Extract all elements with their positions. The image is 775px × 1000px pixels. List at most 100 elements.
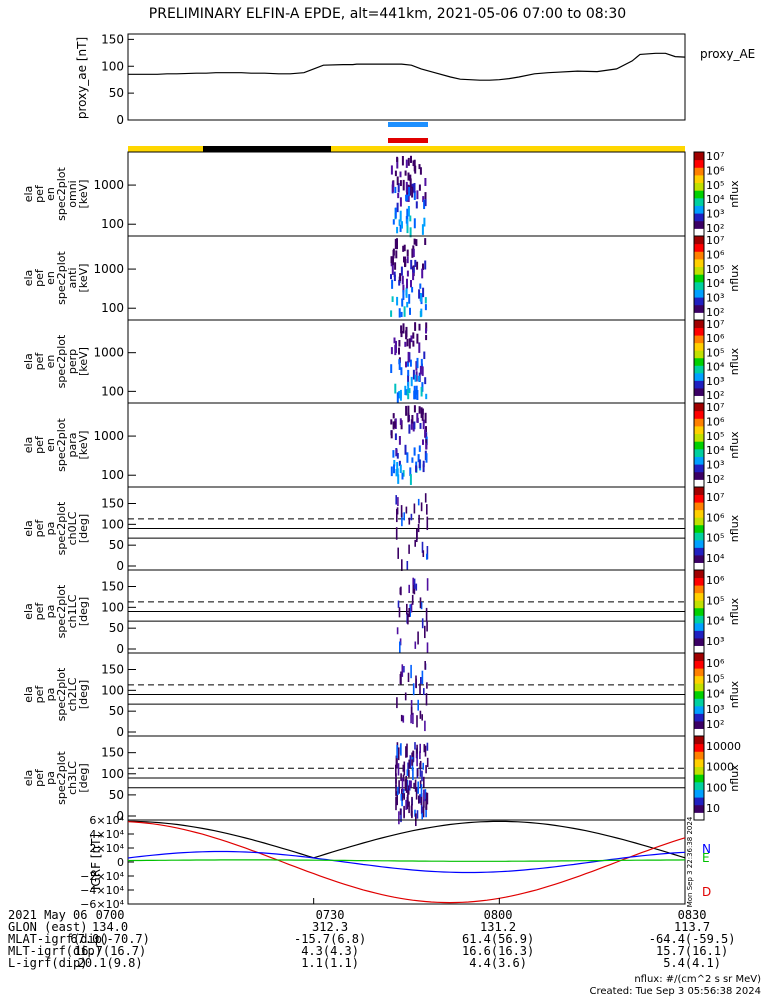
flux-pixel [401, 664, 404, 677]
flux-pixel [394, 207, 397, 219]
flux-pixel [405, 159, 408, 168]
pitch-panel-ch3LC-ylabel-line: spec2plot [55, 751, 68, 805]
flux-pixel [399, 180, 402, 187]
pitch-panel-ch3LC-ylabel-line: ch3LC [66, 761, 79, 795]
igrf-ylabel: IGRF [nT] [89, 834, 103, 890]
flux-pixel [419, 710, 422, 719]
igrf-tick-label: −6×10⁴ [80, 898, 124, 911]
flux-pixel [421, 714, 423, 721]
flux-pixel [401, 778, 404, 792]
flux-pixel [413, 190, 416, 200]
flux-pixel [401, 793, 404, 801]
colorbar-band [694, 585, 704, 594]
flux-pixel [408, 584, 410, 594]
flux-pixel [399, 210, 402, 222]
flux-pixel [419, 365, 422, 375]
flux-pixel [413, 165, 416, 172]
flux-pixel [407, 405, 410, 416]
colorbar-band [694, 781, 704, 790]
flux-pixel [396, 238, 398, 250]
colorbar-band [694, 554, 704, 563]
flux-pixel [426, 792, 429, 805]
ae-panel-frame [127, 33, 686, 121]
colorbar-band [694, 243, 704, 252]
flux-pixel [410, 280, 412, 288]
flux-pixel [408, 769, 410, 778]
flux-pixel [406, 603, 408, 615]
flux-pixel [396, 176, 399, 186]
colorbar-band [694, 365, 704, 374]
energy-panel-para-colorbar-tick: 10² [706, 473, 724, 486]
flux-pixel [422, 263, 424, 270]
flux-pixel [418, 795, 420, 804]
colorbar-band [694, 600, 704, 609]
flux-pixel [419, 762, 421, 769]
energy-panel-perp-ylabel-line: pef [33, 352, 46, 371]
flux-pixel [401, 559, 403, 571]
pitch-panel-ch0LC-tick-label: 150 [101, 497, 124, 511]
igrf-tick-label: −2×10⁴ [80, 870, 124, 883]
energy-panel-perp-tick-label: 1000 [93, 346, 124, 360]
colorbar-band [694, 607, 704, 616]
flux-pixel [422, 439, 424, 445]
colorbar-band [694, 350, 704, 359]
footer-row-value: 312.3 [312, 920, 349, 934]
flux-pixel [417, 498, 420, 506]
energy-panel-para-colorbar-tick: 10⁴ [706, 444, 725, 457]
flux-pixel [409, 474, 412, 485]
ae-tick-label: 50 [109, 86, 124, 100]
energy-panel-para-ylabel-line: spec2plot [55, 418, 68, 472]
energy-panel-para-ylabel-line: pef [33, 435, 46, 454]
flux-pixel [410, 513, 413, 521]
colorbar-band [694, 630, 704, 639]
flux-pixel [407, 790, 409, 803]
energy-panel-omni-colorbar-tick: 10³ [706, 208, 724, 221]
flux-pixel [407, 369, 410, 377]
flux-pixel [412, 267, 415, 273]
flux-pixel [416, 190, 419, 200]
flux-pixel [402, 715, 405, 723]
flux-pixel [392, 249, 395, 259]
flux-pixel [415, 239, 418, 247]
ae-tick-label: 150 [101, 32, 124, 46]
energy-panel-anti-tick-label: 100 [101, 301, 124, 315]
igrf-tick-label: 2×10⁴ [89, 842, 124, 855]
flux-pixel [418, 323, 421, 331]
flux-pixel [424, 625, 426, 639]
flux-pixel [398, 607, 401, 618]
flux-pixel [404, 692, 407, 701]
flux-pixel [415, 583, 418, 591]
colorbar-band [694, 258, 704, 268]
flux-pixel [395, 785, 397, 796]
flux-pixel [401, 789, 403, 797]
flux-pixel [396, 791, 398, 806]
flux-pixel [390, 419, 393, 425]
pitch-panel-ch0LC-ylabel-line: spec2plot [55, 501, 68, 555]
energy-panel-omni-ylabel-line: en [44, 187, 57, 201]
energy-panel-para-ylabel-line: [keV] [77, 431, 90, 460]
flux-pixel [407, 195, 410, 202]
energy-panel-omni-colorbar-tick: 10⁴ [706, 193, 725, 206]
flux-pixel [411, 796, 413, 806]
flux-pixel [419, 751, 421, 760]
pitch-panel-ch2LC-ylabel-line: spec2plot [55, 667, 68, 721]
flux-pixel [423, 776, 425, 788]
flux-pixel [395, 495, 397, 505]
flux-pixel [424, 377, 427, 385]
pitch-panel-ch2LC-ylabel-line: ela [22, 686, 35, 703]
flux-pixel [399, 464, 402, 473]
flux-pixel [399, 418, 402, 425]
flux-pixel [411, 248, 414, 258]
colorbar-band [694, 539, 704, 548]
footer-row-value: 20.1(9.8) [77, 956, 143, 970]
flux-pixel [426, 516, 429, 531]
colorbar-band [694, 228, 704, 237]
flux-pixel [420, 677, 422, 684]
flux-pixel [420, 293, 423, 302]
energy-panel-para-ylabel-line: para [66, 433, 79, 458]
energy-panel-omni-colorbar-tick: 10² [706, 222, 724, 235]
flux-pixel [400, 773, 402, 782]
flux-pixel [390, 260, 393, 267]
flux-pixel [410, 664, 412, 679]
